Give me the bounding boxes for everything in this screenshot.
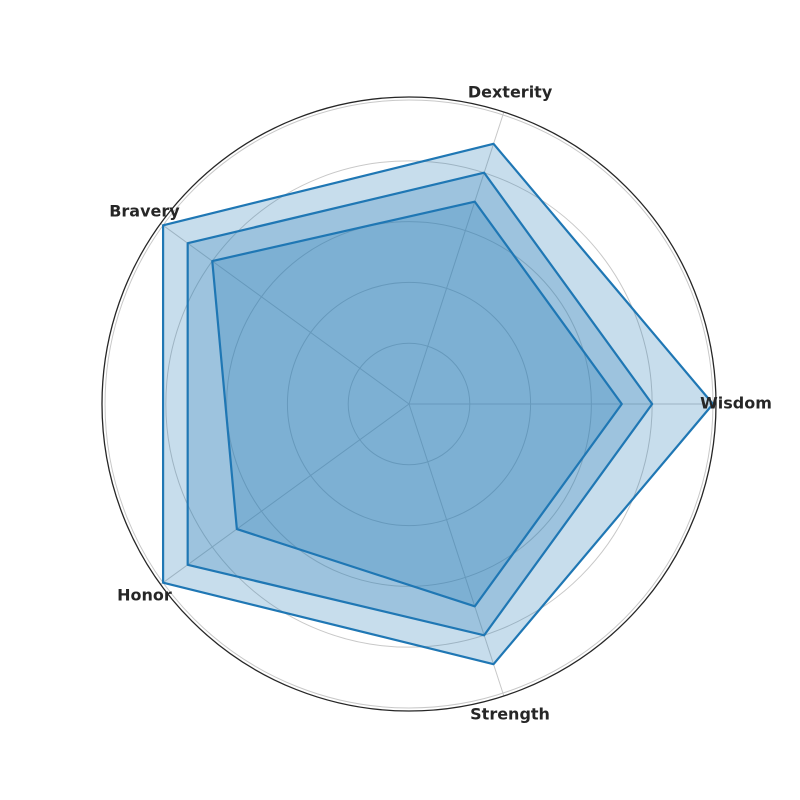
series-1-fill [163, 143, 713, 665]
grid-spoke-strength [408, 403, 505, 697]
axis-labels: Wisdom Dexterity Bravery Honor Strength [109, 83, 772, 724]
axis-label-strength: Strength [470, 704, 550, 723]
axis-label-wisdom: Wisdom [700, 394, 772, 413]
axis-label-dexterity: Dexterity [468, 83, 553, 102]
series-3-fill [212, 201, 622, 607]
grid-spoke-dexterity [408, 111, 505, 405]
series-2-outline [186, 171, 654, 637]
series-3-outline [211, 200, 623, 608]
series-layer [161, 142, 715, 666]
series-1-outline [161, 142, 715, 666]
polar-frame [101, 96, 717, 712]
axis-label-honor: Honor [117, 586, 172, 605]
grid-spoke-honor [160, 403, 410, 585]
grid-spoke-bravery [160, 223, 410, 405]
series-2-fill [187, 172, 653, 636]
axis-label-bravery: Bravery [109, 201, 180, 220]
